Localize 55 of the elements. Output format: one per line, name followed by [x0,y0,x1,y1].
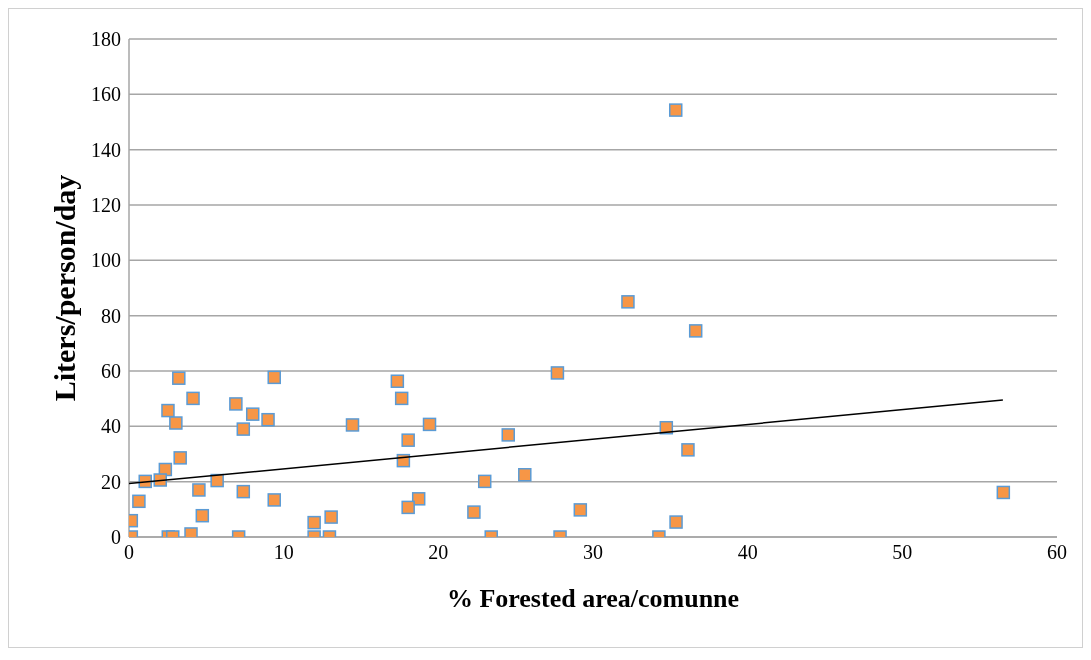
point [573,503,588,517]
point [324,510,338,524]
point [184,527,198,537]
point [996,485,1011,500]
point [267,370,281,385]
point [345,418,360,432]
point [173,451,187,465]
point [401,500,415,515]
point [161,403,175,418]
y-tick-label: 80 [101,304,121,327]
point [186,391,200,406]
y-tick-label: 140 [91,138,121,161]
point [192,483,206,497]
y-tick-label: 160 [91,83,121,106]
point [411,492,426,506]
point [401,433,415,447]
y-tick-label: 40 [101,415,121,438]
x-tick-label: 50 [892,541,913,564]
y-axis-title: Liters/person/day [47,174,81,402]
x-axis-title: % Forested area/comunne [446,584,740,614]
point [261,412,275,427]
point [477,474,492,489]
x-tick-label: 20 [428,541,449,564]
point [467,505,481,519]
x-tick-label: 40 [737,541,758,564]
y-tick-label: 120 [91,194,121,217]
y-tick-label: 180 [91,28,121,51]
x-tick-label: 30 [583,541,603,564]
point [172,371,186,385]
point [390,374,405,388]
point [245,407,260,421]
point [681,443,695,457]
point [422,417,437,432]
point [229,397,243,411]
point [236,484,251,499]
x-tick-label: 60 [1047,541,1067,564]
point [236,422,251,436]
point [169,416,183,430]
y-tick-label: 100 [91,249,121,272]
y-tick-label: 20 [101,470,121,493]
point [394,391,409,406]
y-tick-label: 60 [101,360,121,383]
x-tick-label: 10 [273,541,294,564]
point [307,515,321,530]
point [688,324,703,338]
point [267,493,281,507]
point [669,515,683,529]
point [669,103,683,117]
point [195,508,210,523]
point [132,494,146,509]
point [518,468,532,482]
point [550,366,565,380]
point [621,295,635,309]
y-tick-label: 0 [111,526,121,549]
point [501,428,515,442]
